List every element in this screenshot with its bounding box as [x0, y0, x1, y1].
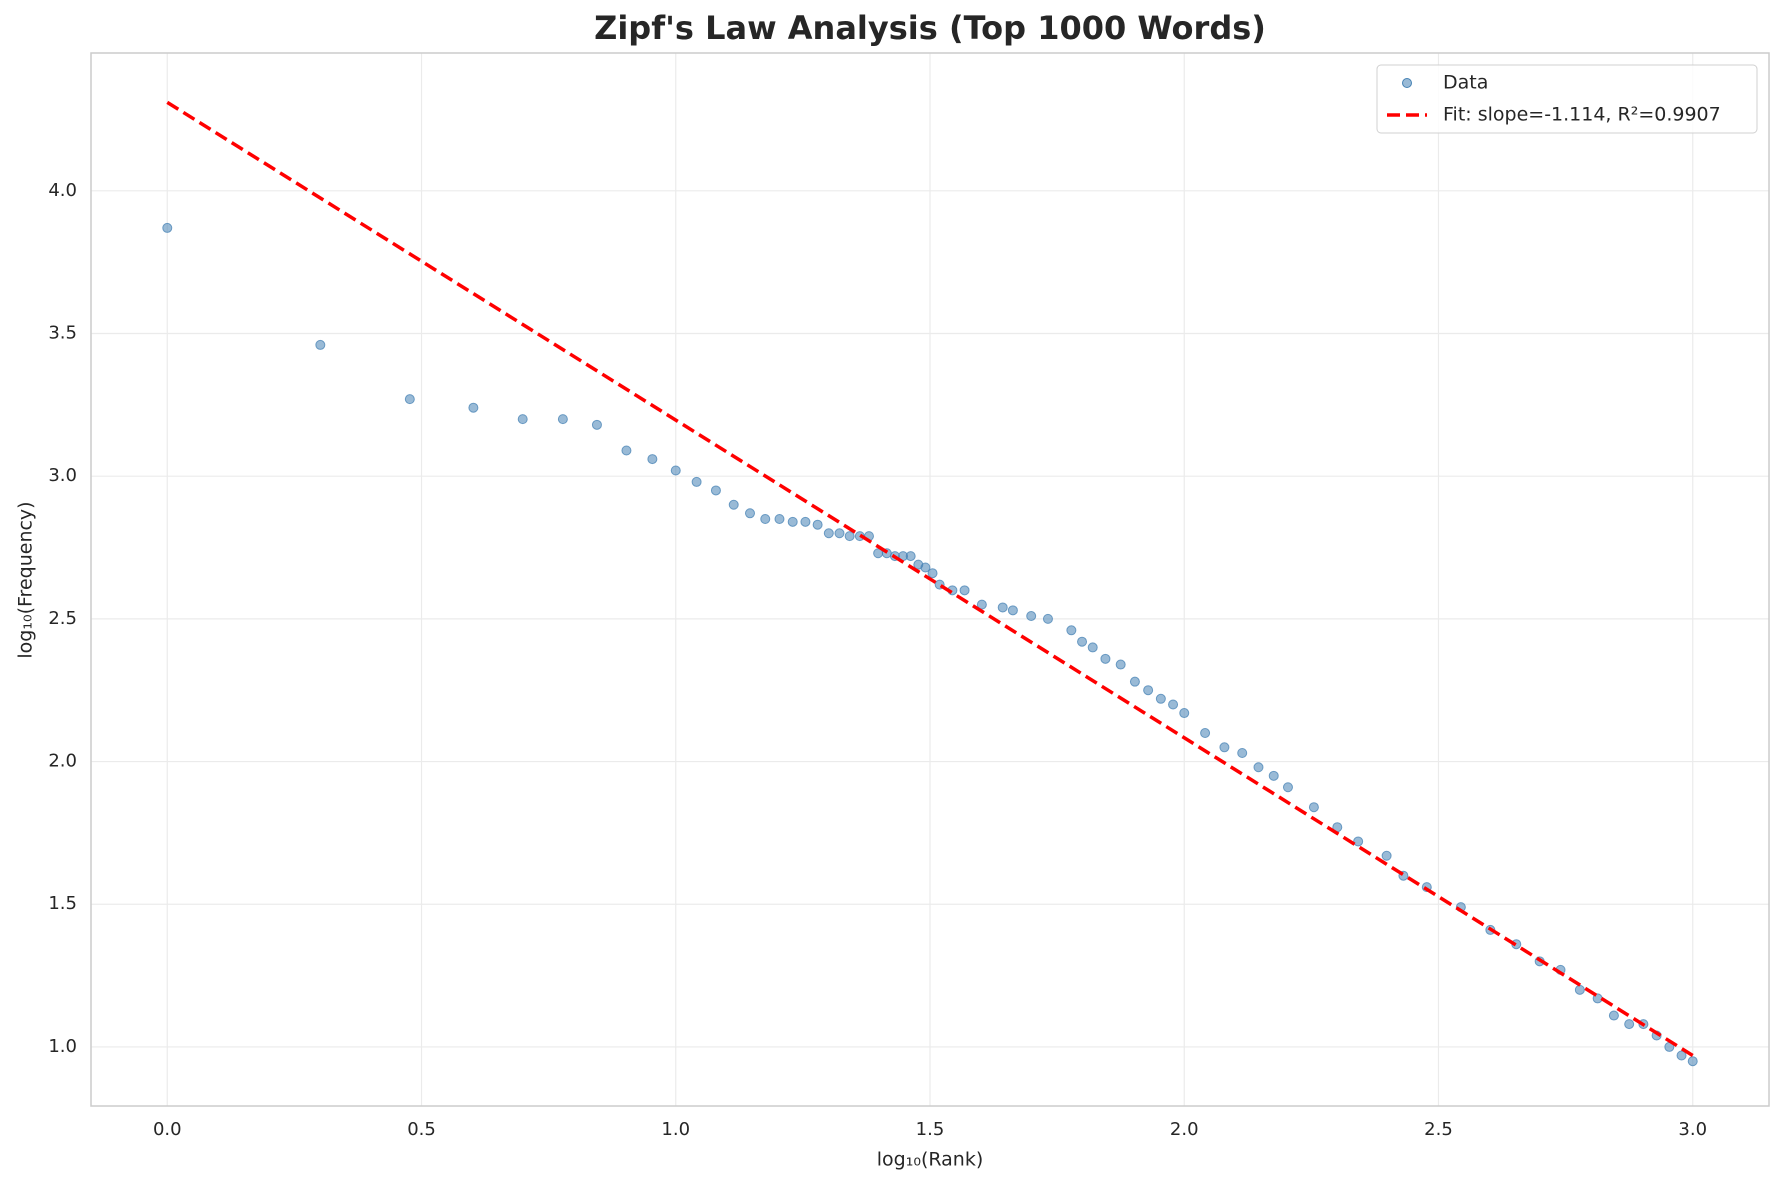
data-point	[774, 514, 785, 525]
data-point	[1155, 693, 1166, 704]
data-point	[1179, 708, 1190, 719]
data-point	[1624, 1019, 1635, 1030]
data-point	[691, 476, 702, 487]
data-point	[823, 528, 834, 539]
y-tick-label: 2.0	[48, 751, 77, 772]
data-point	[1042, 613, 1053, 624]
data-point	[1007, 605, 1018, 616]
data-point	[744, 508, 755, 519]
data-point	[1676, 1050, 1687, 1061]
data-point	[844, 531, 855, 542]
data-point	[1687, 1056, 1698, 1067]
data-point	[315, 339, 326, 350]
data-point	[1115, 659, 1126, 670]
data-point	[728, 499, 739, 510]
data-point	[905, 551, 916, 562]
x-tick-label: 0.5	[407, 1119, 436, 1140]
data-point	[800, 516, 811, 527]
data-point	[621, 445, 632, 456]
data-point	[1168, 699, 1179, 710]
legend-marker	[1402, 78, 1412, 88]
legend-box	[1376, 64, 1758, 134]
chart-title: Zipf's Law Analysis (Top 1000 Words)	[594, 9, 1266, 47]
x-tick-label: 2.0	[1170, 1119, 1199, 1140]
x-tick-label: 2.5	[1424, 1119, 1453, 1140]
y-tick-label: 1.0	[48, 1036, 77, 1057]
data-point	[976, 599, 987, 610]
data-point	[760, 514, 771, 525]
y-axis-label: log₁₀(Frequency)	[15, 501, 37, 658]
y-tick-label: 3.5	[48, 323, 77, 344]
data-point	[1608, 1010, 1619, 1021]
data-point	[670, 465, 681, 476]
data-point	[1308, 802, 1319, 813]
data-point	[1087, 642, 1098, 653]
data-point	[468, 402, 479, 413]
legend: Data Fit: slope=-1.114, R²=0.9907	[1376, 64, 1758, 134]
data-point	[1268, 770, 1279, 781]
data-point	[404, 394, 415, 405]
data-point	[1381, 850, 1392, 861]
data-point	[1026, 611, 1037, 622]
y-tick-label: 2.5	[48, 608, 77, 629]
data-point	[812, 519, 823, 530]
data-point	[920, 562, 931, 573]
data-point	[1253, 762, 1264, 773]
y-tick-label: 3.0	[48, 465, 77, 486]
data-point	[1066, 625, 1077, 636]
data-point	[1353, 836, 1364, 847]
data-point	[927, 568, 938, 579]
data-point	[557, 414, 568, 425]
data-point	[647, 454, 658, 465]
legend-label: Data	[1443, 72, 1488, 94]
legend-label: Fit: slope=-1.114, R²=0.9907	[1443, 104, 1721, 126]
data-point	[517, 414, 528, 425]
data-point	[834, 528, 845, 539]
data-point	[787, 516, 798, 527]
plot-frame	[90, 52, 1770, 1107]
data-point	[1282, 782, 1293, 793]
data-point	[1129, 676, 1140, 687]
data-point	[1219, 742, 1230, 753]
data-point	[1574, 984, 1585, 995]
y-tick-label: 4.0	[48, 180, 77, 201]
fit-line	[166, 100, 1694, 1057]
x-axis-label: log₁₀(Rank)	[877, 1149, 984, 1171]
x-tick-label: 0.0	[153, 1119, 182, 1140]
data-point	[1100, 653, 1111, 664]
data-point	[997, 602, 1008, 613]
x-tick-label: 1.0	[661, 1119, 690, 1140]
data-point	[591, 419, 602, 430]
x-tick-label: 3.0	[1678, 1119, 1707, 1140]
data-point	[1237, 748, 1248, 759]
data-point	[1143, 685, 1154, 696]
y-tick-label: 1.5	[48, 893, 77, 914]
data-point	[710, 485, 721, 496]
data-point	[1200, 728, 1211, 739]
x-tick-label: 1.5	[916, 1119, 945, 1140]
data-point	[959, 585, 970, 596]
data-point	[1077, 636, 1088, 647]
data-point	[162, 222, 173, 233]
